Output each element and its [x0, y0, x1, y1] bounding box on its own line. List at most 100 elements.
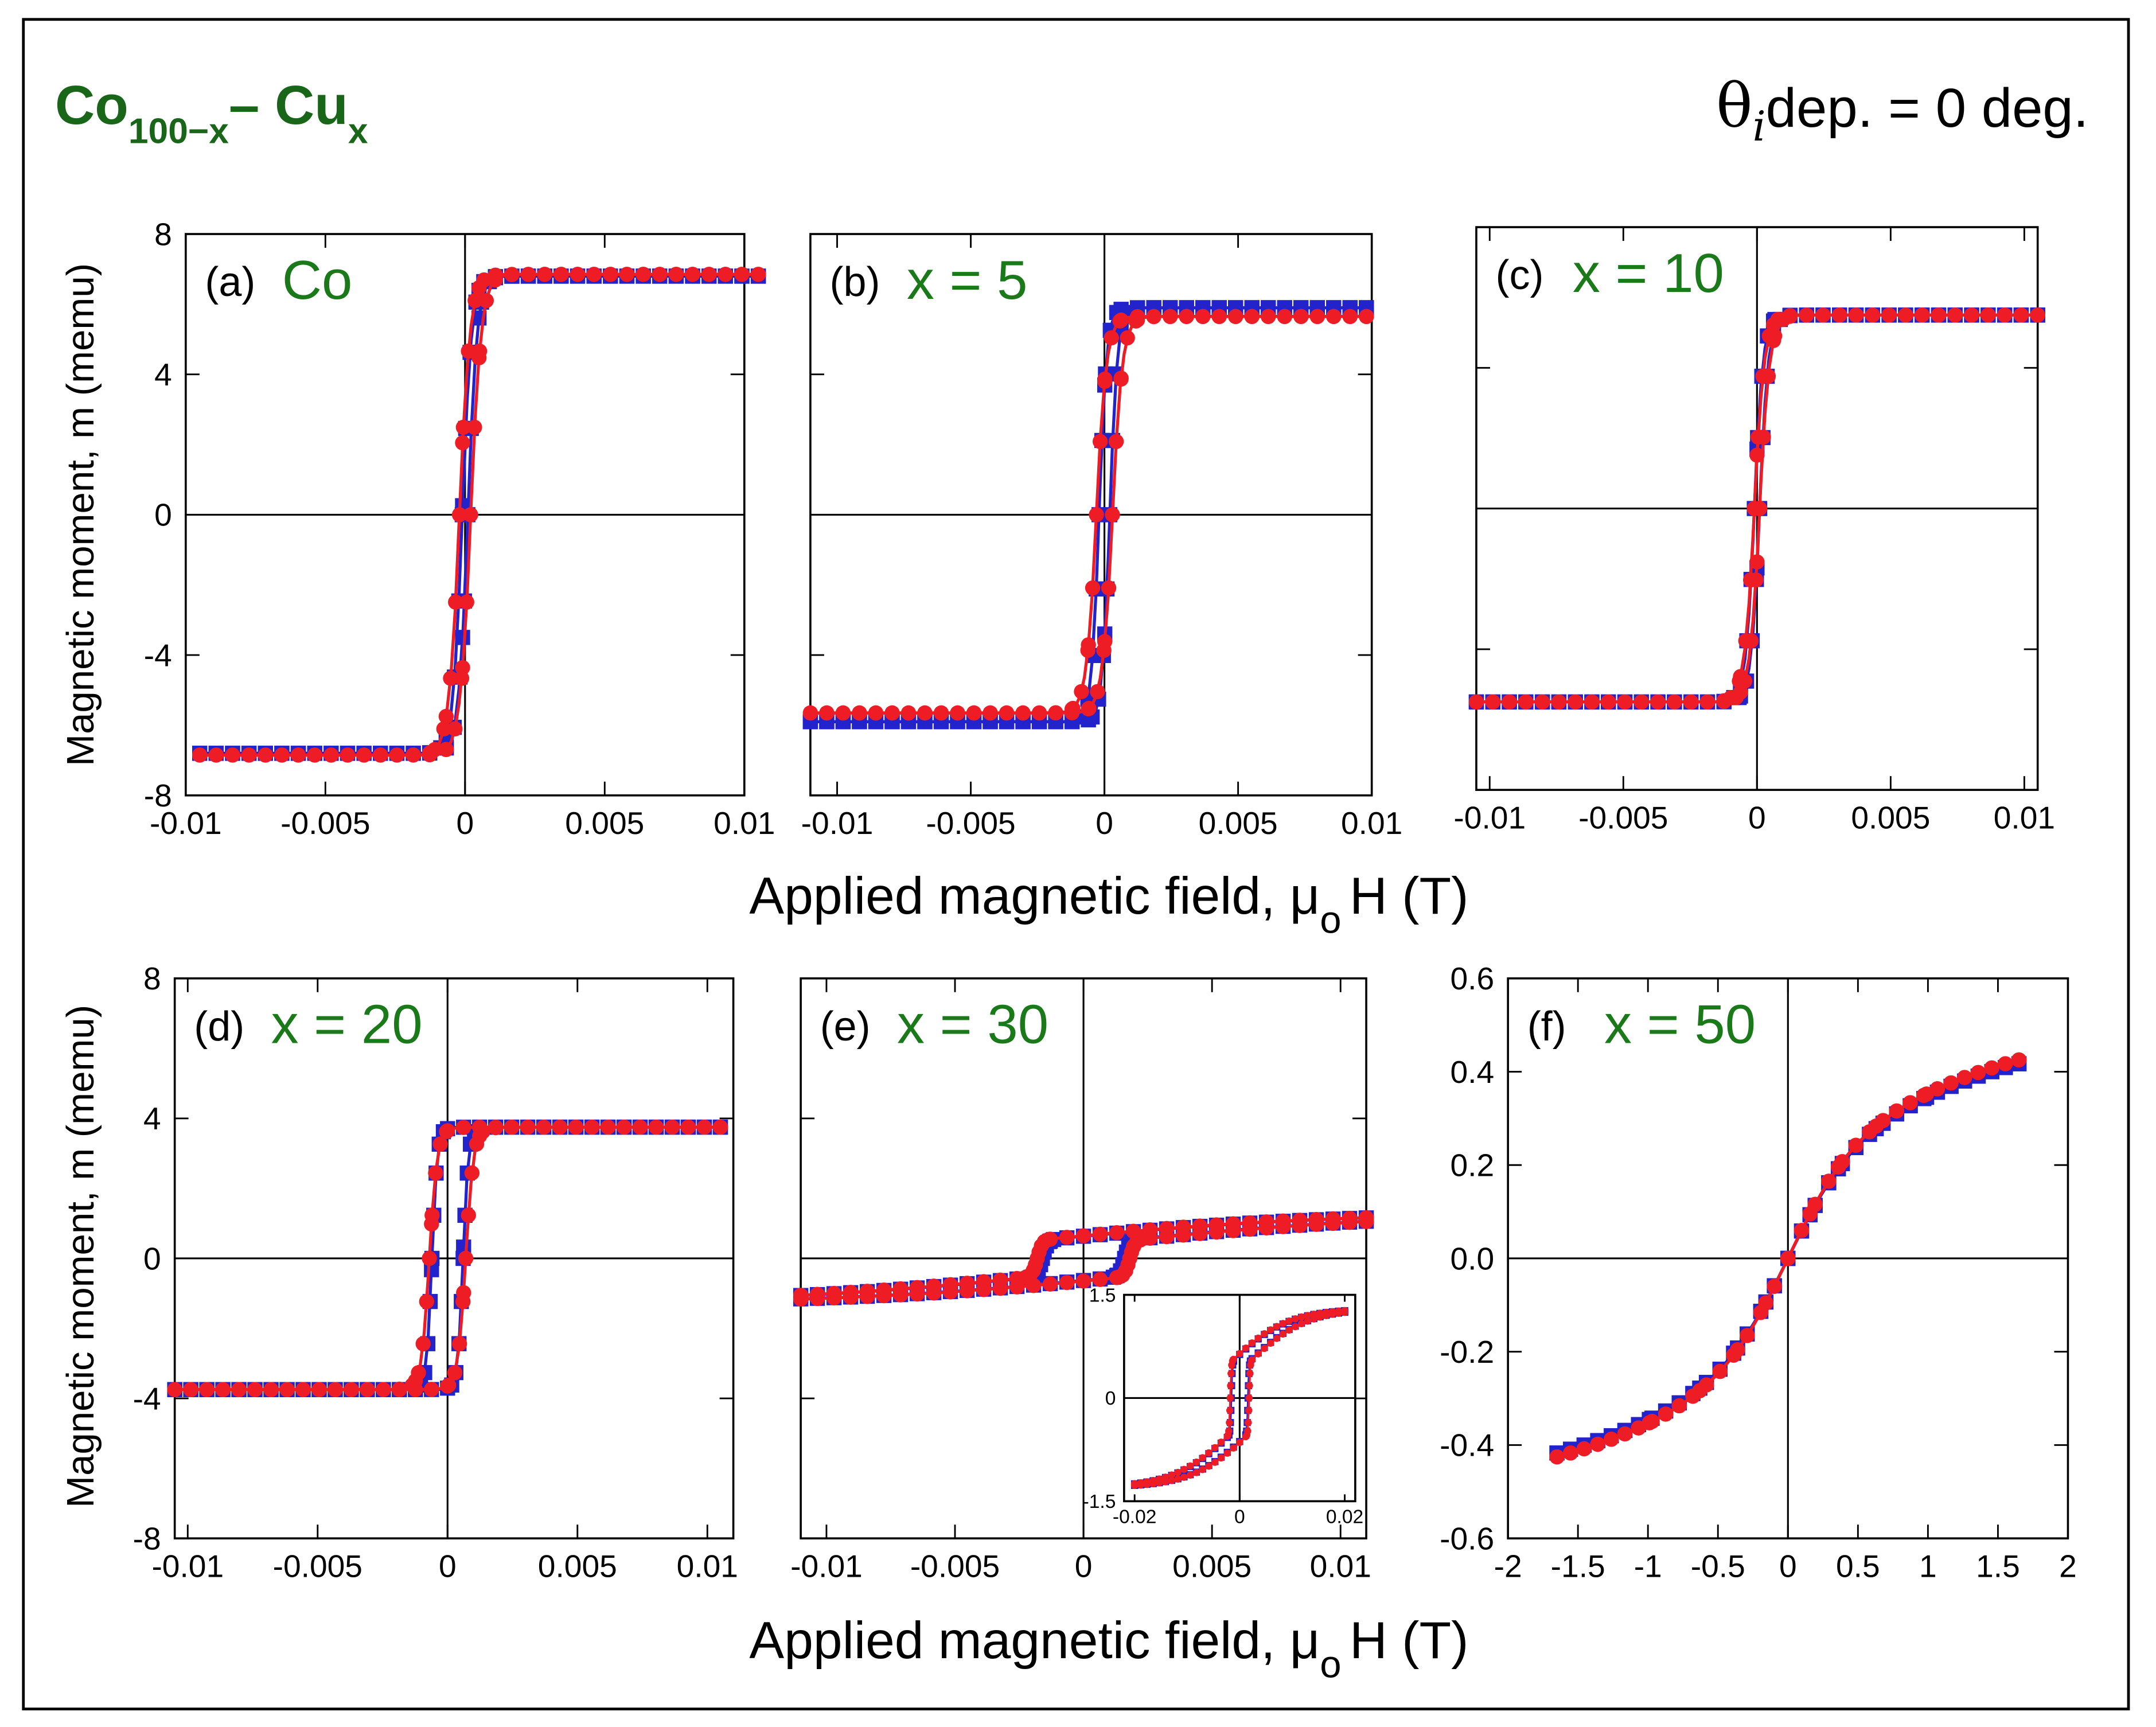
- y-tick-label: 4: [154, 357, 172, 392]
- marker-circle: [448, 594, 463, 610]
- x-tick-label: 0.01: [1341, 805, 1402, 841]
- marker-circle: [1026, 1278, 1042, 1293]
- inset-marker-circle: [1229, 1357, 1237, 1365]
- marker-circle: [1293, 309, 1309, 324]
- inset-marker-circle: [1273, 1335, 1281, 1342]
- marker-circle: [438, 742, 454, 757]
- marker-circle: [584, 1119, 600, 1135]
- marker-circle: [1767, 1278, 1782, 1294]
- marker-circle: [1358, 1214, 1374, 1229]
- x-tick-label: 0: [1748, 800, 1766, 835]
- marker-circle: [1551, 694, 1567, 710]
- marker-circle: [192, 747, 208, 763]
- marker-circle: [1633, 694, 1650, 710]
- marker-circle: [1737, 673, 1753, 689]
- x-tick-label: 0.005: [1172, 1548, 1252, 1584]
- panel-tag: (e): [820, 1004, 871, 1050]
- marker-circle: [1760, 368, 1776, 384]
- x-tick-label: -0.5: [1691, 1548, 1745, 1584]
- inset-marker-circle: [1226, 1394, 1234, 1402]
- marker-circle: [1748, 572, 1764, 588]
- marker-circle: [1101, 580, 1117, 596]
- inset-marker-circle: [1304, 1317, 1312, 1325]
- panel-tag: (b): [830, 259, 880, 305]
- marker-circle: [1075, 1273, 1091, 1289]
- marker-circle: [1048, 705, 1063, 721]
- marker-circle: [1092, 1226, 1108, 1242]
- x-tick-label: 0.01: [714, 805, 775, 841]
- marker-circle: [1601, 694, 1616, 710]
- x-tick-label: 0.005: [538, 1548, 617, 1584]
- inset-marker-circle: [1236, 1438, 1243, 1447]
- marker-circle: [668, 267, 684, 282]
- panel-a: -0.01 -0.005 0 0.005 0.01 -8 -4 0 4 8 (a) Co: [144, 216, 775, 841]
- deposition-angle: θidep. = 0 deg.: [1716, 71, 2088, 150]
- marker-circle: [263, 1382, 279, 1397]
- marker-circle: [295, 1382, 311, 1397]
- marker-circle: [1518, 694, 1534, 710]
- inset-marker-circle: [1254, 1350, 1262, 1358]
- inset-marker-circle: [1245, 1394, 1253, 1402]
- marker-circle: [1075, 1228, 1091, 1243]
- marker-circle: [225, 747, 240, 763]
- y-tick-label: 8: [154, 216, 172, 252]
- marker-circle: [311, 1382, 327, 1397]
- x-tick-label: 1.5: [1976, 1548, 2020, 1584]
- inset-marker-circle: [1174, 1475, 1182, 1483]
- inset-marker-circle: [1211, 1444, 1219, 1452]
- marker-circle: [274, 747, 290, 763]
- y-tick-label: 0: [143, 1241, 161, 1276]
- marker-circle: [1692, 1383, 1707, 1398]
- marker-circle: [1749, 554, 1765, 570]
- y-tick-label: 4: [143, 1101, 161, 1136]
- marker-circle: [1534, 694, 1550, 710]
- x-tick-label: -0.005: [910, 1548, 1000, 1584]
- marker-circle: [983, 705, 998, 721]
- inset-marker-circle: [1285, 1326, 1293, 1334]
- panel-f: -2 -1.5 -1 -0.5 0 0.5 1 1.5 2 -0.6 -0.4 -0.2 0.0 0.2 0…: [1440, 961, 2077, 1584]
- marker-circle: [428, 1165, 443, 1181]
- marker-circle: [1081, 700, 1097, 716]
- marker-circle: [1980, 307, 1996, 323]
- marker-circle: [419, 1294, 435, 1309]
- inset-marker-circle: [1192, 1458, 1200, 1466]
- marker-circle: [1756, 429, 1771, 445]
- marker-circle: [909, 1286, 925, 1302]
- figure-frame: [22, 18, 2130, 1710]
- panel-tag: (f): [1527, 1004, 1566, 1050]
- marker-circle: [1931, 307, 1947, 323]
- marker-circle: [1342, 309, 1358, 324]
- marker-circle: [1275, 1219, 1291, 1234]
- marker-circle: [504, 267, 520, 283]
- marker-circle: [2030, 307, 2045, 323]
- marker-circle: [959, 1283, 975, 1299]
- inset-marker-circle: [1244, 1427, 1252, 1435]
- x-tick-label: 2: [2059, 1548, 2077, 1584]
- inset-x-tick-label: -0.02: [1113, 1507, 1157, 1528]
- inset-marker-circle: [1205, 1463, 1212, 1470]
- marker-circle: [1208, 1224, 1225, 1240]
- marker-circle: [712, 1119, 728, 1135]
- marker-circle: [1146, 309, 1161, 325]
- marker-square: [455, 630, 470, 645]
- inset-marker-circle: [1246, 1382, 1253, 1390]
- inset-y-tick-label: 0: [1105, 1388, 1116, 1409]
- marker-circle: [1090, 684, 1105, 699]
- y-tick-label: 0.4: [1450, 1054, 1494, 1090]
- marker-circle: [1009, 1279, 1025, 1295]
- marker-circle: [718, 267, 734, 282]
- marker-circle: [1502, 694, 1517, 710]
- marker-circle: [600, 1119, 616, 1135]
- marker-circle: [616, 1119, 632, 1135]
- inset-marker-circle: [1192, 1469, 1200, 1476]
- marker-circle: [1919, 1086, 1935, 1102]
- y-axis-label-bottom: Magnetic moment, m (memu): [59, 1005, 102, 1508]
- marker-circle: [1040, 1231, 1056, 1248]
- y-tick-label: -0.6: [1440, 1521, 1494, 1556]
- inset-marker-circle: [1137, 1481, 1145, 1489]
- marker-circle: [1947, 307, 1963, 323]
- marker-circle: [835, 705, 851, 721]
- marker-circle: [1120, 330, 1135, 346]
- inset-marker-circle: [1245, 1406, 1253, 1414]
